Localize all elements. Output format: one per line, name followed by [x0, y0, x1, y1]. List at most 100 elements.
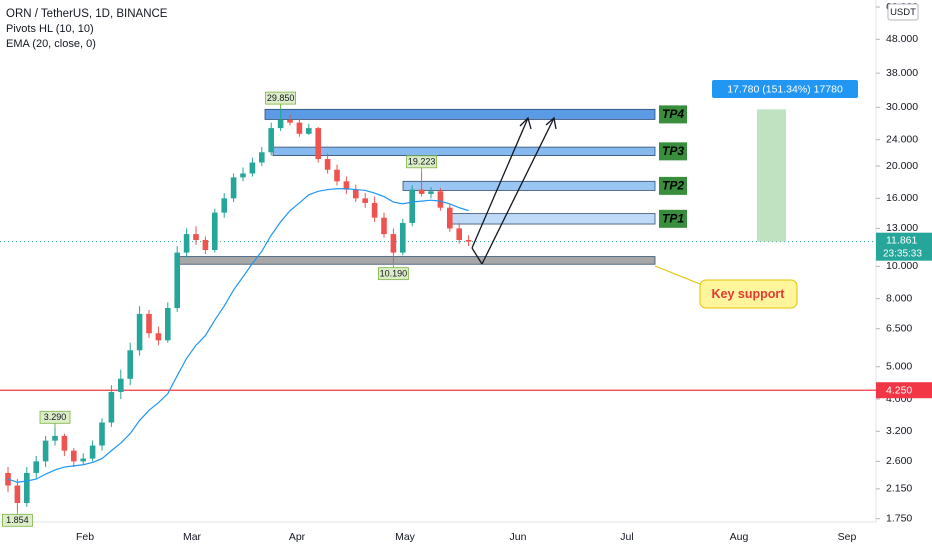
candle-body — [212, 212, 218, 250]
y-tick-label: 16.000 — [886, 192, 918, 204]
candle-body — [390, 234, 397, 253]
y-tick-label: 8.000 — [886, 292, 912, 304]
tp-badge — [659, 142, 687, 161]
candle-body — [52, 435, 58, 441]
callout — [699, 279, 798, 309]
price-label: 11.861 — [886, 234, 917, 246]
candle-body — [118, 378, 124, 392]
y-tick-label: 24.000 — [886, 133, 918, 145]
currency-label: USDT — [890, 7, 916, 18]
candle-body — [202, 240, 209, 250]
candle-body — [315, 128, 321, 160]
candle-body — [89, 445, 96, 459]
y-tick-label: 13.000 — [886, 222, 918, 234]
pivot-label: 29.850 — [267, 93, 295, 103]
candle-body — [287, 119, 293, 123]
candle-body — [99, 422, 105, 446]
candle-body — [306, 128, 312, 134]
pivot-badge — [406, 155, 438, 169]
candle-body — [259, 152, 265, 163]
candle-body — [146, 313, 152, 334]
candle-body — [183, 234, 190, 253]
x-tick-label: Feb — [76, 531, 94, 543]
candle-body — [221, 198, 227, 213]
arrows — [471, 116, 557, 265]
y-tick-label: 10.000 — [886, 260, 918, 272]
x-tick-label: Mar — [183, 531, 202, 543]
measure-badge — [712, 80, 858, 98]
tp-label: TP4 — [662, 107, 684, 121]
ema-line — [7, 188, 469, 483]
candle-body — [165, 308, 171, 341]
price-badge — [876, 232, 932, 261]
zone — [449, 213, 656, 225]
arrow-head — [545, 116, 557, 130]
x-tick-label: Aug — [730, 531, 749, 543]
chart-title: ORN / TetherUS, 1D, BINANCE — [6, 8, 168, 20]
tp-label: TP2 — [662, 179, 684, 193]
zone — [272, 146, 656, 156]
x-tick-label: May — [395, 531, 416, 543]
candle-body — [249, 162, 256, 174]
candle-body — [155, 333, 162, 341]
arrow — [471, 117, 529, 249]
y-tick-label: 48.000 — [886, 33, 918, 45]
measure-box — [757, 109, 786, 242]
y-tick-label: 2.150 — [886, 483, 912, 495]
x-tick-label: Jun — [510, 531, 527, 543]
pivot-badge — [377, 267, 409, 281]
y-tick-label: 2.600 — [886, 455, 912, 467]
candle-body — [14, 485, 21, 503]
candle-body — [381, 217, 387, 235]
x-tick-label: Jul — [620, 531, 633, 543]
candle-body — [324, 159, 331, 170]
candle-body — [136, 313, 143, 351]
y-tick-label: 30.000 — [886, 101, 918, 113]
pivot-badge — [1, 513, 33, 527]
arrow-head — [519, 116, 532, 130]
pivot-badge — [39, 410, 71, 424]
candle-body — [343, 181, 350, 190]
candle-body — [334, 169, 340, 182]
indicator-label: EMA (20, close, 0) — [6, 38, 96, 50]
pivot-badge — [265, 91, 297, 105]
candle-body — [447, 207, 453, 229]
tp-label: TP1 — [662, 211, 684, 225]
candle-body — [193, 234, 199, 241]
pivot-label: 19.223 — [408, 157, 436, 167]
candle-body — [42, 440, 49, 462]
candle-body — [456, 228, 462, 241]
y-tick-label: 5.000 — [886, 360, 912, 372]
callout-label: Key support — [712, 287, 786, 301]
arrow — [481, 117, 555, 265]
candle-body — [418, 189, 425, 194]
x-tick-label: Sep — [838, 531, 857, 543]
y-tick-label: 38.000 — [886, 67, 918, 79]
level-badge — [876, 382, 932, 399]
tp-label: TP3 — [662, 144, 684, 158]
candle-body — [174, 252, 180, 309]
candle-body — [71, 450, 77, 462]
candle-body — [108, 391, 115, 423]
candle-body — [127, 350, 133, 379]
y-tick-label: 3.200 — [886, 425, 912, 437]
candle-body — [362, 198, 368, 203]
zone — [175, 256, 656, 265]
arrow — [471, 247, 483, 265]
candle-body — [409, 189, 415, 223]
candle-body — [437, 191, 444, 208]
candle-body — [296, 122, 303, 134]
indicator-label: Pivots HL (10, 10) — [6, 23, 94, 35]
candle-body — [353, 189, 359, 199]
pivot-label: 1.854 — [6, 515, 29, 525]
y-tick-label: 6.500 — [886, 323, 912, 335]
candle-body — [277, 119, 284, 129]
currency-badge[interactable] — [887, 3, 919, 21]
candle-body — [33, 461, 39, 473]
y-tick-label: 1.750 — [886, 512, 912, 524]
zone — [264, 108, 656, 120]
candle-body — [240, 173, 246, 178]
candle-body — [80, 458, 86, 462]
